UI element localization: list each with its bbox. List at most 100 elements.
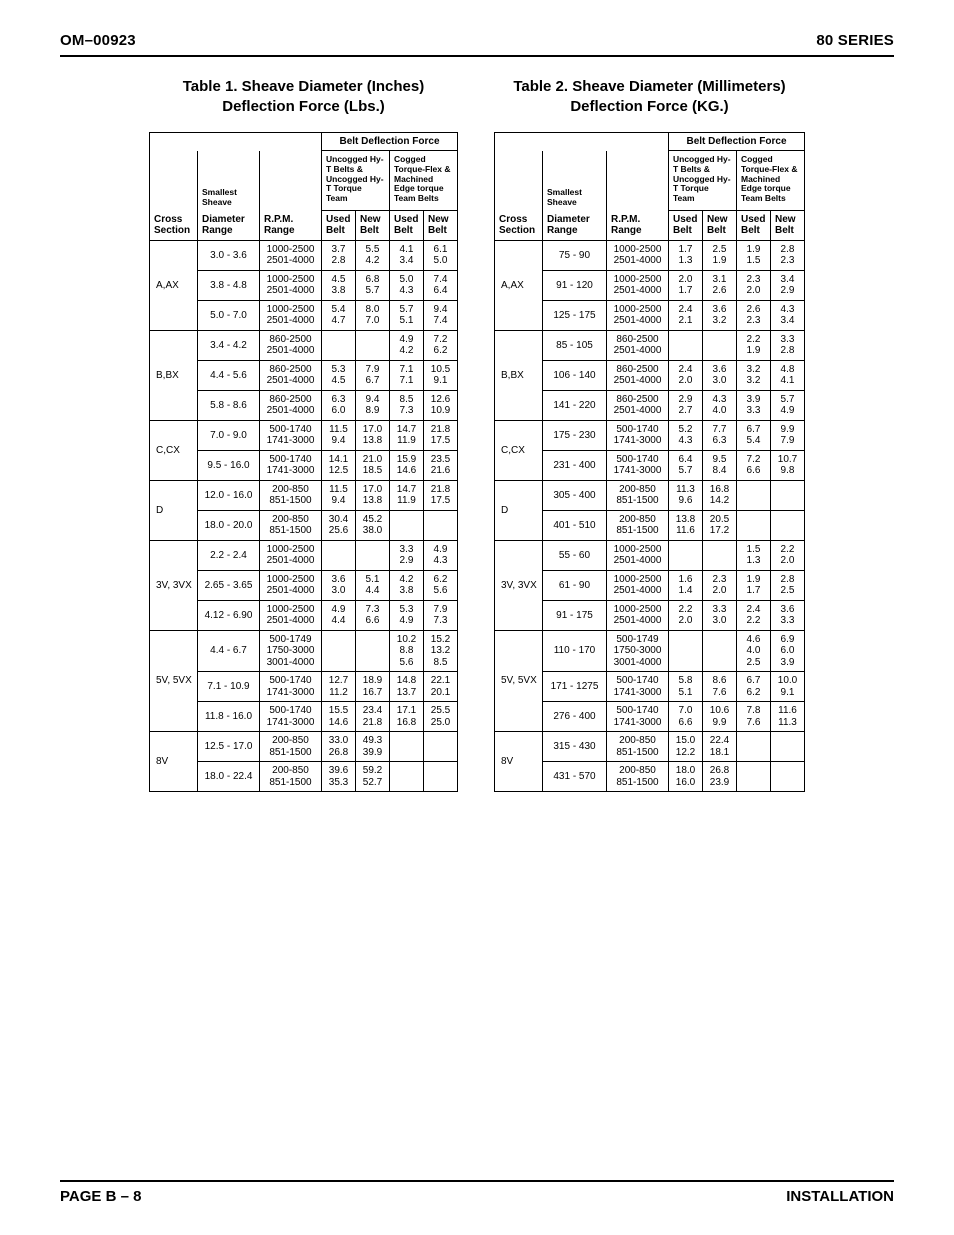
rpm-cell: 200-850 851-1500	[260, 732, 322, 762]
diameter-cell: 3.8 - 4.8	[198, 270, 260, 300]
rpm-cell: 1000-2500 2501-4000	[607, 270, 669, 300]
value-cell: 13.8 11.6	[669, 510, 703, 540]
value-cell: 2.8 2.3	[771, 240, 805, 270]
table-row: C,CX7.0 - 9.0500-1740 1741-300011.5 9.41…	[150, 420, 458, 450]
value-cell: 15.2 13.2 8.5	[424, 630, 458, 672]
cross-section-cell: A,AX	[495, 240, 543, 330]
diameter-cell: 110 - 170	[543, 630, 607, 672]
diameter-cell: 9.5 - 16.0	[198, 450, 260, 480]
value-cell: 3.3 3.0	[703, 600, 737, 630]
diameter-cell: 106 - 140	[543, 360, 607, 390]
value-cell	[390, 762, 424, 792]
hdr-blank	[495, 132, 669, 151]
hdr-used-1: UsedBelt	[322, 210, 356, 240]
value-cell: 3.6 3.2	[703, 300, 737, 330]
diameter-cell: 171 - 1275	[543, 672, 607, 702]
rpm-cell: 500-1740 1741-3000	[607, 420, 669, 450]
value-cell	[424, 732, 458, 762]
rpm-cell: 200-850 851-1500	[607, 510, 669, 540]
value-cell: 23.5 21.6	[424, 450, 458, 480]
value-cell: 4.8 4.1	[771, 360, 805, 390]
value-cell: 18.0 16.0	[669, 762, 703, 792]
value-cell: 59.2 52.7	[356, 762, 390, 792]
hdr-new-2: NewBelt	[771, 210, 805, 240]
rpm-cell: 500-1740 1741-3000	[607, 450, 669, 480]
value-cell: 10.2 8.8 5.6	[390, 630, 424, 672]
value-cell: 39.6 35.3	[322, 762, 356, 792]
value-cell: 14.1 12.5	[322, 450, 356, 480]
hdr-used-1: UsedBelt	[669, 210, 703, 240]
value-cell: 11.3 9.6	[669, 480, 703, 510]
table-row: 8V315 - 430200-850 851-150015.0 12.222.4…	[495, 732, 805, 762]
cross-section-cell: 5V, 5VX	[495, 630, 543, 732]
value-cell: 7.2 6.6	[737, 450, 771, 480]
value-cell: 2.3 2.0	[703, 570, 737, 600]
cross-section-cell: 8V	[495, 732, 543, 792]
value-cell	[669, 630, 703, 672]
value-cell: 2.2 2.0	[669, 600, 703, 630]
diameter-cell: 431 - 570	[543, 762, 607, 792]
diameter-cell: 18.0 - 20.0	[198, 510, 260, 540]
value-cell	[356, 630, 390, 672]
value-cell: 9.9 7.9	[771, 420, 805, 450]
hdr-rpm: R.P.M.Range	[260, 210, 322, 240]
value-cell: 4.3 4.0	[703, 390, 737, 420]
value-cell: 2.2 2.0	[771, 540, 805, 570]
value-cell	[737, 762, 771, 792]
value-cell: 18.9 16.7	[356, 672, 390, 702]
hdr-new-1: NewBelt	[703, 210, 737, 240]
hdr-uncogged: Uncogged Hy-T Belts & Uncogged Hy-T Torq…	[322, 151, 390, 211]
diameter-cell: 12.5 - 17.0	[198, 732, 260, 762]
value-cell: 3.3 2.8	[771, 330, 805, 360]
value-cell: 1.5 1.3	[737, 540, 771, 570]
hdr-cogged: Cogged Torque-Flex & Machined Edge torqu…	[737, 151, 805, 211]
rpm-cell: 1000-2500 2501-4000	[607, 570, 669, 600]
hdr-cross-section: CrossSection	[495, 210, 543, 240]
rpm-cell: 1000-2500 2501-4000	[607, 540, 669, 570]
value-cell	[424, 762, 458, 792]
cross-section-cell: 3V, 3VX	[150, 540, 198, 630]
rpm-cell: 500-1740 1741-3000	[607, 702, 669, 732]
rpm-cell: 200-850 851-1500	[607, 480, 669, 510]
value-cell: 21.8 17.5	[424, 480, 458, 510]
value-cell: 9.5 8.4	[703, 450, 737, 480]
diameter-cell: 4.4 - 6.7	[198, 630, 260, 672]
value-cell: 7.4 6.4	[424, 270, 458, 300]
hdr-blank-cross	[495, 151, 543, 211]
table-row: A,AX75 - 901000-2500 2501-40001.7 1.32.5…	[495, 240, 805, 270]
cross-section-cell: B,BX	[150, 330, 198, 420]
diameter-cell: 5.0 - 7.0	[198, 300, 260, 330]
rpm-cell: 1000-2500 2501-4000	[607, 600, 669, 630]
value-cell: 33.0 26.8	[322, 732, 356, 762]
diameter-cell: 75 - 90	[543, 240, 607, 270]
value-cell: 15.9 14.6	[390, 450, 424, 480]
diameter-cell: 4.4 - 5.6	[198, 360, 260, 390]
value-cell: 16.8 14.2	[703, 480, 737, 510]
rpm-cell: 500-1749 1750-3000 3001-4000	[607, 630, 669, 672]
value-cell: 3.6 3.0	[322, 570, 356, 600]
value-cell: 14.7 11.9	[390, 420, 424, 450]
value-cell: 5.4 4.7	[322, 300, 356, 330]
value-cell: 6.7 5.4	[737, 420, 771, 450]
hdr-uncogged: Uncogged Hy-T Belts & Uncogged Hy-T Torq…	[669, 151, 737, 211]
value-cell: 7.0 6.6	[669, 702, 703, 732]
table1-title-line1: Table 1. Sheave Diameter (Inches)	[183, 78, 425, 95]
hdr-diameter-range: DiameterRange	[543, 210, 607, 240]
table1-column: Table 1. Sheave Diameter (Inches) Deflec…	[149, 77, 458, 792]
value-cell: 17.1 16.8	[390, 702, 424, 732]
diameter-cell: 91 - 175	[543, 600, 607, 630]
value-cell: 6.4 5.7	[669, 450, 703, 480]
value-cell: 15.0 12.2	[669, 732, 703, 762]
table-row: 3V, 3VX2.2 - 2.41000-2500 2501-40003.3 2…	[150, 540, 458, 570]
rpm-cell: 500-1749 1750-3000 3001-4000	[260, 630, 322, 672]
value-cell: 49.3 39.9	[356, 732, 390, 762]
diameter-cell: 4.12 - 6.90	[198, 600, 260, 630]
value-cell: 4.1 3.4	[390, 240, 424, 270]
cross-section-cell: D	[495, 480, 543, 540]
hdr-smallest-sheave: SmallestSheave	[198, 151, 260, 211]
hdr-blank-rpm	[260, 151, 322, 211]
diameter-cell: 5.8 - 8.6	[198, 390, 260, 420]
value-cell: 4.9 4.3	[424, 540, 458, 570]
value-cell: 2.8 2.5	[771, 570, 805, 600]
diameter-cell: 7.0 - 9.0	[198, 420, 260, 450]
